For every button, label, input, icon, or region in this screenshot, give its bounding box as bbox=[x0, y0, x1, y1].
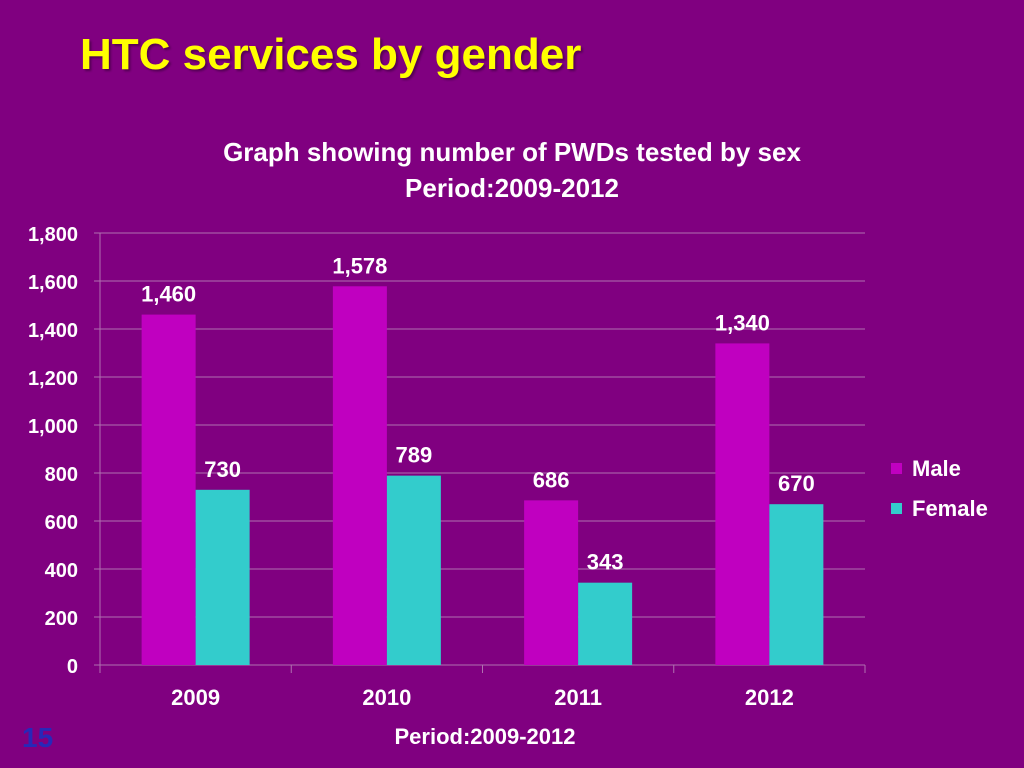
data-label: 1,460 bbox=[141, 282, 196, 307]
legend-swatch-female bbox=[891, 503, 902, 514]
bar-female bbox=[386, 475, 441, 665]
data-labels: 1,460 730 1,578 789 686 343 1,340 670 bbox=[141, 253, 815, 574]
chart-subtitle: Period:2009-2012 bbox=[405, 173, 619, 203]
y-tick-label: 200 bbox=[45, 608, 78, 630]
data-label: 1,578 bbox=[332, 253, 387, 278]
bar-male bbox=[332, 286, 387, 665]
axes: 0 200 400 600 800 1,000 1,200 1,400 1,600 1,800 20… bbox=[28, 224, 866, 710]
bar-male bbox=[141, 314, 196, 665]
x-axis-title: Period:2009-2012 bbox=[395, 724, 576, 749]
bars bbox=[141, 286, 824, 665]
legend: Male Female bbox=[891, 456, 988, 521]
y-tick-label: 400 bbox=[45, 560, 78, 582]
y-tick-label: 1,000 bbox=[28, 416, 78, 438]
bar-male bbox=[524, 500, 579, 665]
data-label: 670 bbox=[778, 471, 815, 496]
data-label: 343 bbox=[587, 550, 624, 575]
data-label: 1,340 bbox=[715, 310, 770, 335]
y-tick-label: 800 bbox=[45, 464, 78, 486]
slide-title: HTC services by gender bbox=[80, 30, 582, 79]
x-tick-label: 2012 bbox=[745, 685, 794, 710]
legend-label-male: Male bbox=[912, 456, 961, 481]
bar-female bbox=[769, 504, 824, 665]
x-tick-label: 2009 bbox=[171, 685, 220, 710]
x-tick-label: 2010 bbox=[362, 685, 411, 710]
data-label: 730 bbox=[204, 457, 241, 482]
bar-female bbox=[195, 489, 250, 665]
legend-label-female: Female bbox=[912, 496, 988, 521]
bar-female bbox=[578, 582, 633, 665]
legend-swatch-male bbox=[891, 463, 902, 474]
data-label: 686 bbox=[533, 467, 570, 492]
y-tick-label: 1,800 bbox=[28, 224, 78, 246]
y-tick-label: 1,200 bbox=[28, 368, 78, 390]
y-tick-label: 1,400 bbox=[28, 320, 78, 342]
chart-title: Graph showing number of PWDs tested by s… bbox=[223, 137, 801, 167]
y-tick-label: 600 bbox=[45, 512, 78, 534]
data-label: 789 bbox=[396, 443, 433, 468]
bar-male bbox=[715, 343, 770, 665]
x-tick-label: 2011 bbox=[554, 685, 602, 710]
slide-number: 15 bbox=[22, 722, 54, 753]
y-tick-label: 0 bbox=[67, 656, 78, 678]
y-tick-label: 1,600 bbox=[28, 272, 78, 294]
